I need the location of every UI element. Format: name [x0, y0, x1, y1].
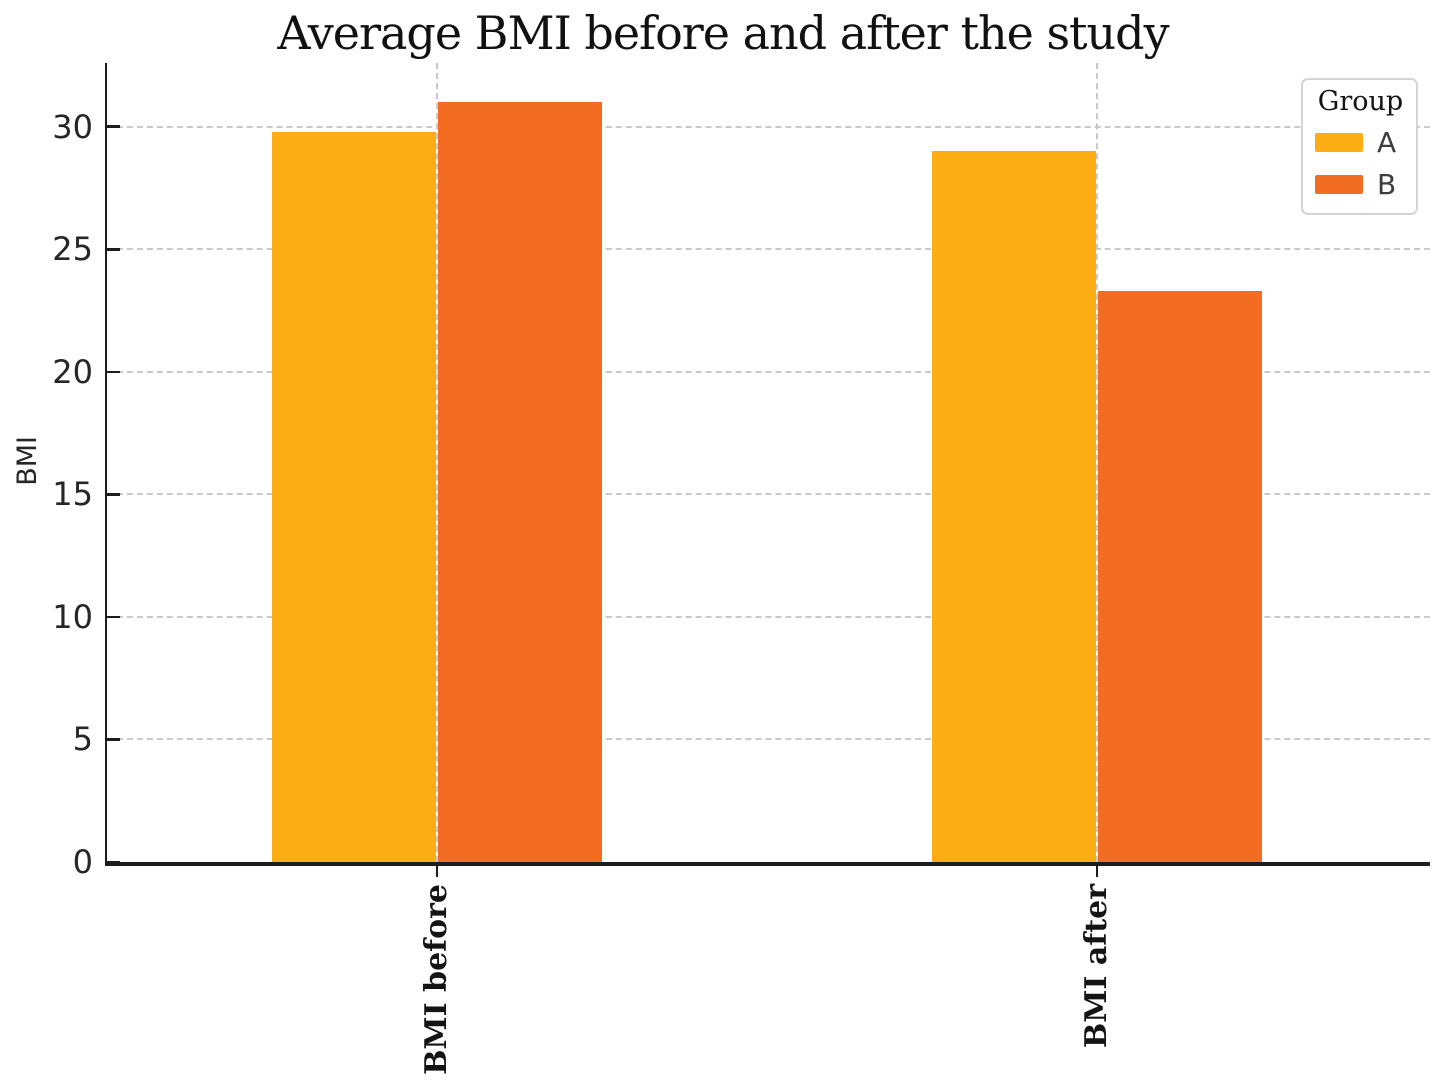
bar-a-bmi-after	[932, 151, 1096, 862]
x-tick-label-bmi-after: BMI after	[1079, 884, 1114, 1049]
gridline-y-5	[107, 738, 1430, 741]
chart-title: Average BMI before and after the study	[277, 6, 1169, 60]
y-tick-mark-5	[107, 738, 120, 741]
y-tick-label-15: 15	[52, 475, 93, 514]
x-axis-spine	[104, 862, 1430, 866]
bar-a-bmi-before	[271, 131, 436, 862]
gridline-x-bmi-after	[1096, 63, 1098, 862]
y-axis-spine	[104, 63, 107, 862]
x-tick-mark-bmi-before	[435, 865, 439, 877]
legend-swatch-b	[1315, 175, 1363, 194]
y-tick-label-10: 10	[52, 597, 93, 636]
y-axis-label: BMI	[12, 436, 43, 486]
y-tick-label-20: 20	[52, 352, 93, 391]
y-tick-mark-15	[107, 493, 120, 496]
legend-title: Group	[1317, 86, 1404, 117]
y-tick-mark-10	[107, 615, 120, 619]
gridline-y-15	[107, 493, 1430, 496]
legend-item-label-b: B	[1377, 168, 1397, 201]
legend-item-label-a: A	[1377, 126, 1397, 159]
y-tick-mark-25	[107, 248, 120, 251]
y-tick-mark-20	[107, 370, 120, 374]
gridline-y-20	[107, 370, 1430, 373]
y-tick-mark-30	[107, 125, 120, 128]
y-tick-label-0: 0	[72, 843, 93, 881]
plot-area: 0 5 10 15 20 25 30 BMI before BMI after	[52, 63, 1430, 1075]
x-tick-label-bmi-before: BMI before	[418, 884, 454, 1075]
y-tick-label-25: 25	[52, 230, 93, 269]
legend-item-a: A	[1315, 126, 1406, 159]
bar-b-bmi-before	[437, 102, 602, 862]
legend-item-b: B	[1315, 168, 1406, 201]
y-tick-label-30: 30	[52, 107, 93, 146]
x-tick-mark-bmi-after	[1095, 865, 1099, 877]
bar-b-bmi-after	[1098, 290, 1262, 862]
legend-swatch-a	[1315, 133, 1363, 152]
gridline-y-10	[107, 615, 1430, 618]
gridline-y-25	[107, 248, 1430, 251]
y-tick-label-5: 5	[72, 720, 93, 759]
gridline-y-30	[107, 125, 1430, 128]
gridline-x-bmi-before	[435, 63, 438, 862]
